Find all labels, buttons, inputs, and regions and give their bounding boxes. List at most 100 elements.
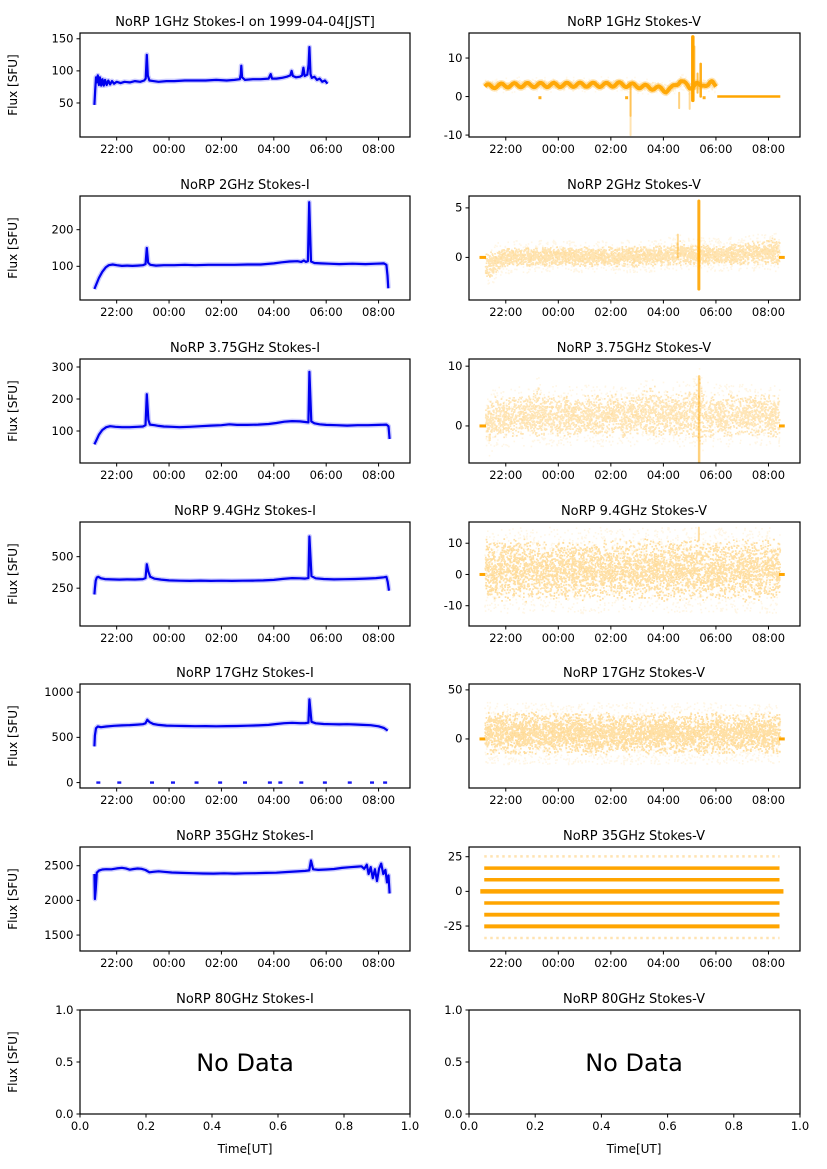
svg-text:08:00: 08:00 [752, 468, 785, 482]
svg-text:22:00: 22:00 [100, 142, 133, 156]
svg-text:100: 100 [52, 259, 74, 273]
svg-text:500: 500 [52, 549, 74, 563]
svg-text:2500: 2500 [44, 859, 73, 873]
x-axis-label: Time[UT] [217, 1142, 273, 1156]
plot-data-area [480, 855, 784, 940]
svg-text:200: 200 [52, 222, 74, 236]
svg-text:250: 250 [52, 581, 74, 595]
svg-text:08:00: 08:00 [362, 142, 395, 156]
svg-text:08:00: 08:00 [752, 142, 785, 156]
subplot-2ghz-stokes-i: NoRP 2GHz Stokes-I Flux [SFU] 22:00 00:00… [6, 178, 411, 319]
subplot-17ghz-stokes-v: NoRP 17GHz Stokes-V 22:00 00:00 02:00 04:00… [448, 666, 801, 807]
axes-frame [79, 683, 411, 789]
svg-text:02:00: 02:00 [205, 631, 238, 645]
svg-text:22:00: 22:00 [489, 956, 522, 970]
subplot-title: NoRP 3.75GHz Stokes-I [170, 341, 320, 356]
plot-data-area [481, 35, 781, 137]
axes-frame [79, 32, 411, 138]
subplot-title: NoRP 17GHz Stokes-V [563, 666, 705, 681]
svg-text:22:00: 22:00 [100, 956, 133, 970]
svg-text:0.0: 0.0 [55, 1107, 73, 1121]
svg-text:08:00: 08:00 [362, 468, 395, 482]
svg-text:1.0: 1.0 [444, 1003, 462, 1017]
y-axis-label: Flux [SFU] [6, 1031, 20, 1092]
svg-text:02:00: 02:00 [205, 793, 238, 807]
plot-data-area [479, 526, 785, 615]
axes-frame [79, 358, 411, 464]
svg-text:02:00: 02:00 [205, 956, 238, 970]
svg-text:06:00: 06:00 [699, 631, 732, 645]
subplot-35ghz-stokes-v: NoRP 35GHz Stokes-V 22:00 00:00 02:00 04:00… [444, 829, 801, 970]
svg-text:04:00: 04:00 [647, 631, 680, 645]
svg-text:04:00: 04:00 [647, 793, 680, 807]
axes-frame [468, 521, 801, 627]
svg-text:22:00: 22:00 [100, 468, 133, 482]
svg-text:0.2: 0.2 [526, 1119, 544, 1133]
svg-text:00:00: 00:00 [152, 956, 185, 970]
svg-text:00:00: 00:00 [152, 793, 185, 807]
svg-text:02:00: 02:00 [594, 305, 627, 319]
svg-text:-25: -25 [444, 919, 463, 933]
svg-text:0: 0 [455, 89, 462, 103]
subplot-title: NoRP 35GHz Stokes-V [563, 829, 705, 844]
svg-text:04:00: 04:00 [257, 468, 290, 482]
svg-text:04:00: 04:00 [647, 956, 680, 970]
svg-text:-10: -10 [444, 598, 463, 612]
svg-text:0: 0 [455, 884, 462, 898]
svg-text:06:00: 06:00 [310, 468, 343, 482]
subplot-17ghz-stokes-i: NoRP 17GHz Stokes-I Flux [SFU] 22:00 00:0… [6, 666, 411, 807]
svg-text:04:00: 04:00 [257, 142, 290, 156]
axes-frame [468, 683, 801, 789]
svg-text:04:00: 04:00 [257, 631, 290, 645]
subplot-3-75ghz-stokes-v: NoRP 3.75GHz Stokes-V 22:00 00:00 02:00 04:… [448, 341, 801, 482]
svg-text:0.6: 0.6 [269, 1119, 287, 1133]
svg-text:00:00: 00:00 [542, 956, 575, 970]
svg-text:00:00: 00:00 [542, 305, 575, 319]
no-data-annotation: No Data [585, 1049, 683, 1077]
y-axis-label: Flux [SFU] [6, 54, 20, 115]
svg-text:02:00: 02:00 [205, 305, 238, 319]
subplot-title: NoRP 2GHz Stokes-I [180, 178, 309, 193]
svg-text:0.4: 0.4 [203, 1119, 221, 1133]
svg-text:-10: -10 [444, 128, 463, 142]
svg-text:06:00: 06:00 [310, 793, 343, 807]
svg-text:06:00: 06:00 [310, 142, 343, 156]
svg-text:150: 150 [52, 32, 74, 46]
svg-text:22:00: 22:00 [100, 793, 133, 807]
axes-frame [79, 846, 411, 952]
svg-text:06:00: 06:00 [699, 468, 732, 482]
svg-text:22:00: 22:00 [100, 631, 133, 645]
svg-text:04:00: 04:00 [647, 468, 680, 482]
subplot-title: NoRP 3.75GHz Stokes-V [557, 341, 712, 356]
svg-text:02:00: 02:00 [594, 793, 627, 807]
svg-text:00:00: 00:00 [542, 793, 575, 807]
axes-frame [79, 521, 411, 627]
y-axis-label: Flux [SFU] [6, 380, 20, 441]
y-axis-label: Flux [SFU] [6, 705, 20, 766]
axes-frame [468, 358, 801, 464]
svg-text:08:00: 08:00 [752, 305, 785, 319]
svg-text:08:00: 08:00 [362, 956, 395, 970]
svg-text:00:00: 00:00 [542, 468, 575, 482]
subplot-80ghz-stokes-i: NoRP 80GHz Stokes-I Flux [SFU] No Data T… [6, 992, 419, 1156]
svg-text:22:00: 22:00 [489, 631, 522, 645]
svg-text:22:00: 22:00 [489, 305, 522, 319]
svg-text:22:00: 22:00 [100, 305, 133, 319]
x-axis-label: Time[UT] [606, 1142, 662, 1156]
svg-text:1.0: 1.0 [791, 1119, 809, 1133]
svg-text:00:00: 00:00 [542, 631, 575, 645]
svg-text:10: 10 [448, 536, 463, 550]
svg-text:04:00: 04:00 [647, 305, 680, 319]
svg-text:100: 100 [52, 424, 74, 438]
plot-data-area [479, 199, 785, 291]
svg-text:1.0: 1.0 [55, 1003, 73, 1017]
svg-text:22:00: 22:00 [489, 793, 522, 807]
svg-text:06:00: 06:00 [699, 142, 732, 156]
subplot-title: NoRP 35GHz Stokes-I [176, 829, 314, 844]
subplot-9-4ghz-stokes-i: NoRP 9.4GHz Stokes-I Flux [SFU] 22:00 00:… [6, 504, 411, 645]
svg-text:0.6: 0.6 [658, 1119, 676, 1133]
svg-text:02:00: 02:00 [205, 142, 238, 156]
svg-text:25: 25 [448, 850, 463, 864]
axes-frame [468, 32, 801, 138]
